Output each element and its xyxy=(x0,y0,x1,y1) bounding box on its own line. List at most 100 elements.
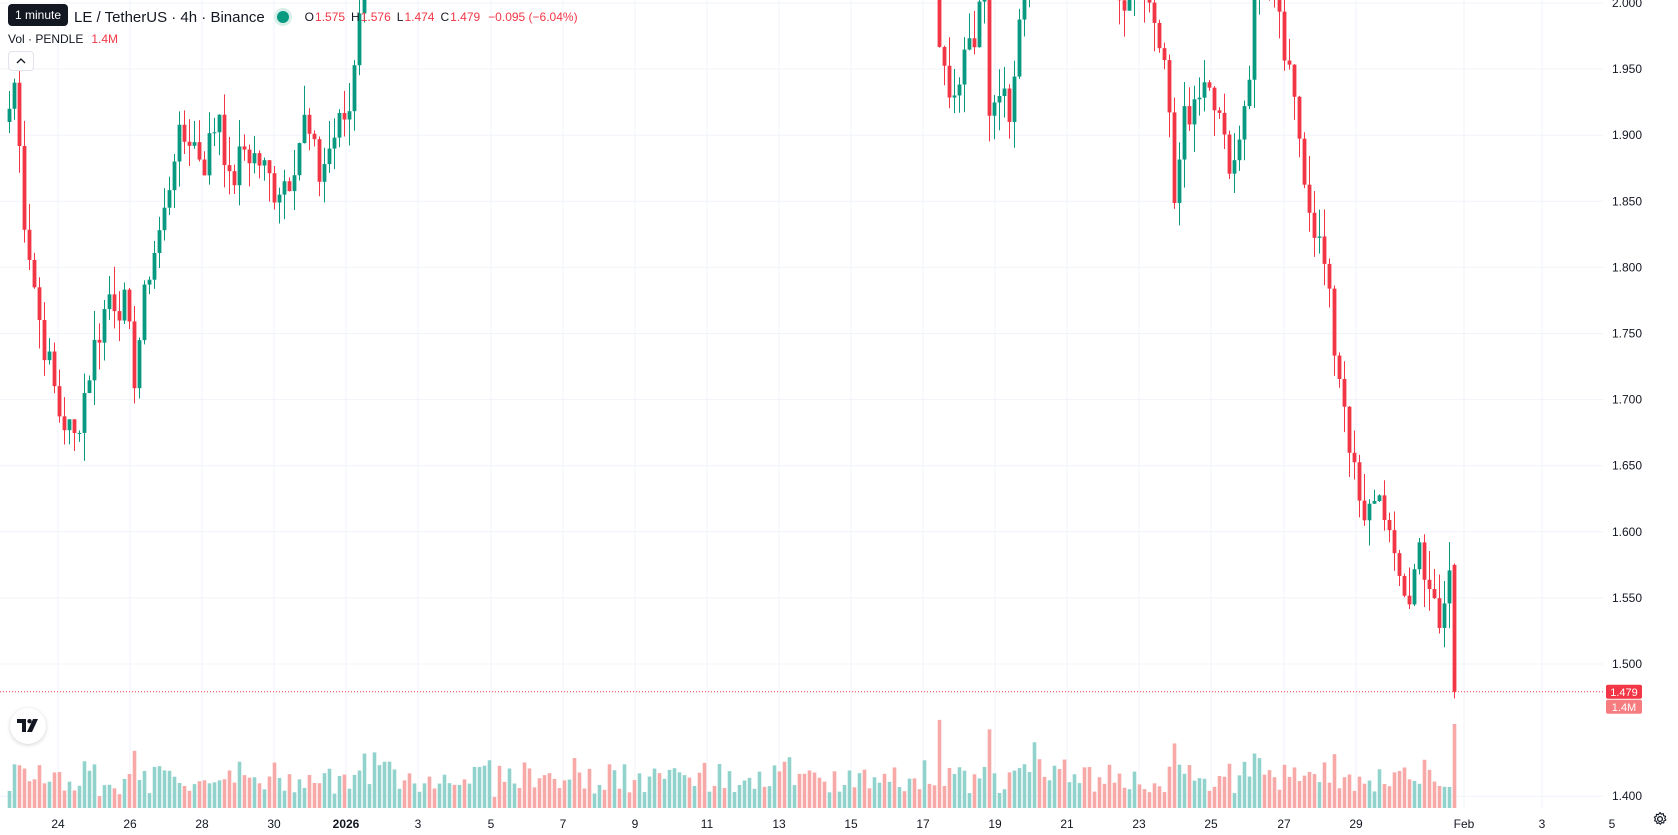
volume-bar xyxy=(422,783,427,808)
candle-body xyxy=(1157,22,1162,49)
candle-body xyxy=(1182,106,1187,160)
volume-bar xyxy=(557,788,562,808)
volume-bar xyxy=(402,780,407,808)
volume-bar xyxy=(497,765,502,808)
volume-bar xyxy=(717,764,722,808)
volume-bar xyxy=(72,790,77,808)
volume-bar xyxy=(1407,779,1412,808)
volume-bar xyxy=(1177,764,1182,808)
y-tick-label: 1.650 xyxy=(1612,459,1642,473)
candle-body xyxy=(47,351,52,361)
volume-bar xyxy=(1042,776,1047,808)
volume-bar xyxy=(907,778,912,808)
volume-bar xyxy=(887,781,892,808)
volume-bar xyxy=(972,774,977,808)
volume-bar xyxy=(657,773,662,808)
y-tick-label: 1.850 xyxy=(1612,194,1642,208)
volume-label[interactable]: Vol · PENDLE xyxy=(8,32,84,46)
volume-bar xyxy=(437,783,442,808)
volume-bar xyxy=(487,760,492,808)
candle-body xyxy=(167,190,172,208)
volume-bar xyxy=(1337,788,1342,808)
candle-body xyxy=(1402,575,1407,596)
volume-bar xyxy=(1237,775,1242,808)
candle-body xyxy=(1237,139,1242,161)
volume-legend: Vol · PENDLE 1.4M xyxy=(8,32,118,46)
volume-bar xyxy=(132,750,137,808)
volume-bar xyxy=(202,780,207,808)
candle-body xyxy=(972,38,977,48)
volume-bar xyxy=(842,785,847,808)
volume-bar xyxy=(1252,753,1257,808)
volume-bar xyxy=(337,776,342,808)
x-axis: 24 26 28 30 2026 3 5 7 9 11 13 15 17 19 21 23 25 27 29 Feb 3… xyxy=(51,817,1615,831)
candle-body xyxy=(1007,88,1012,122)
volume-bar xyxy=(322,773,327,808)
volume-bar xyxy=(1367,780,1372,808)
candle-body xyxy=(192,142,197,146)
volume-bar xyxy=(1187,765,1192,808)
volume-bar xyxy=(352,774,357,808)
candle-body xyxy=(1352,452,1357,463)
volume-bar xyxy=(362,753,367,808)
volume-bar xyxy=(22,768,27,808)
candle-body xyxy=(1002,88,1007,97)
candle-body xyxy=(1397,553,1402,576)
volume-bar xyxy=(1052,765,1057,808)
volume-bar xyxy=(277,777,282,808)
candle-body xyxy=(357,13,362,66)
candle-body xyxy=(1292,64,1297,97)
volume-bar xyxy=(812,772,817,808)
volume-bar xyxy=(982,766,987,808)
x-tick-label: 29 xyxy=(1349,817,1363,831)
volume-bar xyxy=(217,780,222,808)
volume-bar xyxy=(647,776,652,808)
y-axis: 2.5002.4502.4002.3502.3002.2502.2002.150… xyxy=(1612,0,1642,803)
volume-bar xyxy=(1232,793,1237,808)
volume-bar xyxy=(1002,789,1007,808)
volume-bar xyxy=(897,787,902,808)
volume-bar xyxy=(767,786,772,808)
last-price-bg xyxy=(1606,684,1642,699)
volume-bar xyxy=(192,784,197,808)
candle-body xyxy=(1317,236,1322,238)
candle-body xyxy=(1187,106,1192,125)
y-tick-label: 1.700 xyxy=(1612,393,1642,407)
volume-bar xyxy=(582,788,587,808)
candle-body xyxy=(1162,48,1167,61)
volume-bar xyxy=(732,791,737,808)
volume-bar xyxy=(892,767,897,808)
tradingview-logo-icon[interactable] xyxy=(10,708,46,744)
volume-bar xyxy=(882,773,887,808)
symbol-title[interactable]: LE / TetherUS · 4h · Binance xyxy=(74,8,265,26)
volume-bar xyxy=(682,775,687,808)
volume-bar xyxy=(1147,792,1152,808)
x-tick-label: 13 xyxy=(772,817,786,831)
volume-bar xyxy=(67,781,72,808)
candle-body xyxy=(287,181,292,192)
volume-bar xyxy=(1227,763,1232,808)
candle-body xyxy=(157,230,162,253)
volume-bar xyxy=(1422,759,1427,808)
chart-settings-button[interactable] xyxy=(1650,809,1670,829)
candle-body xyxy=(952,95,957,98)
candle-body xyxy=(1342,379,1347,407)
volume-bar xyxy=(107,784,112,808)
volume-bar xyxy=(207,783,212,808)
volume-bar xyxy=(1172,743,1177,808)
collapse-legend-button[interactable] xyxy=(8,51,34,71)
volume-bar xyxy=(757,771,762,808)
volume-bar xyxy=(917,789,922,808)
volume-bar xyxy=(1247,776,1252,808)
candle-body xyxy=(247,149,252,164)
volume-bar xyxy=(112,788,117,808)
volume-bar xyxy=(1157,786,1162,808)
volume-bar xyxy=(1087,767,1092,808)
volume-bar xyxy=(142,770,147,808)
x-tick-label: 5 xyxy=(488,817,495,831)
candle-body xyxy=(127,289,132,322)
candle-body xyxy=(72,419,77,434)
volume-bar xyxy=(82,761,87,808)
